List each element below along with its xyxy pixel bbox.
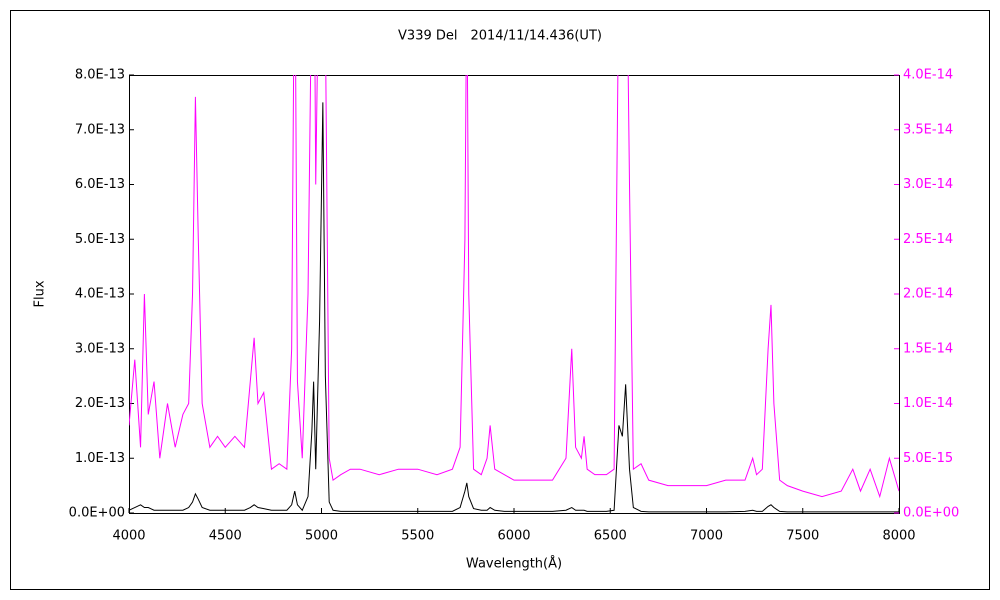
x-tick-label: 4500 [209,529,242,544]
y2-tick-label: 3.0E-14 [903,177,953,192]
x-tick-label: 7500 [786,529,819,544]
y-tick-label: 3.0E-13 [75,341,125,356]
chart-title: V339 Del 2014/11/14.436(UT) [398,29,602,44]
x-tick-label: 4000 [112,529,145,544]
y-tick-label: 7.0E-13 [75,122,125,137]
y-tick-label: 4.0E-13 [75,287,125,302]
y-tick-label: 2.0E-13 [75,396,125,411]
x-tick-label: 6500 [594,529,627,544]
x-tick-label: 7000 [690,529,723,544]
y2-tick-label: 0.0E+00 [903,506,959,521]
y2-tick-label: 5.0E-15 [903,451,953,466]
y2-tick-label: 3.5E-14 [903,122,953,137]
y-tick-label: 8.0E-13 [75,68,125,83]
x-axis-label: Wavelength(Å) [466,556,562,572]
y-tick-label: 6.0E-13 [75,177,125,192]
y-tick-label: 0.0E+00 [69,506,125,521]
y2-tick-label: 2.5E-14 [903,232,953,247]
plot-area [129,75,900,514]
x-tick-label: 8000 [882,529,915,544]
x-tick-label: 6000 [497,529,530,544]
y2-tick-label: 1.5E-14 [903,341,953,356]
y-tick-label: 5.0E-13 [75,232,125,247]
y-tick-label: 1.0E-13 [75,451,125,466]
spectrum-line [129,75,899,499]
y-axis-label: Flux [33,280,48,307]
y2-tick-label: 4.0E-14 [903,68,953,83]
y2-tick-label: 1.0E-14 [903,396,953,411]
x-tick-label: 5000 [305,529,338,544]
frame [10,10,990,590]
y2-tick-label: 2.0E-14 [903,287,953,302]
spectrum-line [129,102,899,513]
x-tick-label: 5500 [401,529,434,544]
